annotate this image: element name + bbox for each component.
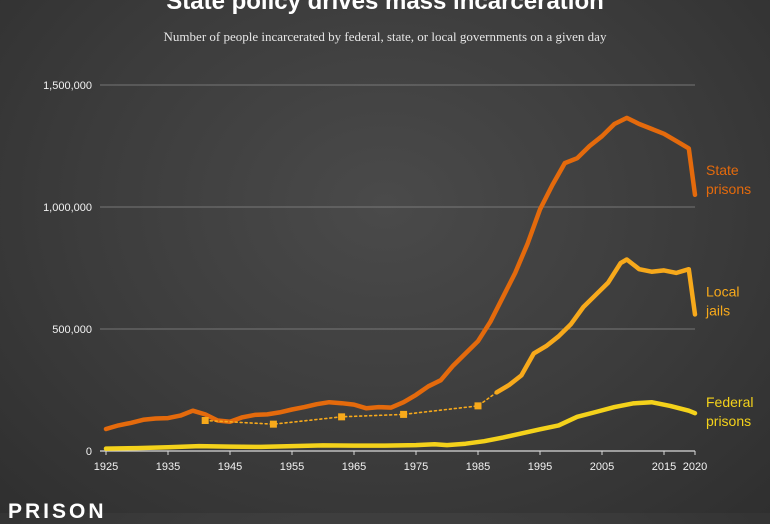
x-tick-label: 2015 [652, 461, 676, 473]
series-lines [103, 115, 698, 451]
x-tick-label: 2005 [590, 461, 614, 473]
x-tick-label: 1935 [156, 461, 180, 473]
y-axis-ticks: 0 500,000 1,000,000 1,500,000 [43, 80, 92, 458]
federal-prisons-label: prisons [706, 413, 751, 429]
federal-prisons-line [103, 399, 698, 451]
local-jails-line [494, 257, 698, 395]
x-tick-label: 1955 [280, 461, 304, 473]
local-jails-label: jails [705, 302, 730, 318]
local-jails-label: Local [706, 283, 739, 299]
x-axis-ticks: 1925 1935 1945 1955 1965 1975 1985 1995 2005 2015… [94, 451, 707, 473]
local-jails-point [474, 402, 482, 410]
local-jails-point [201, 417, 209, 424]
x-tick-label: 1995 [528, 461, 552, 473]
local-jails-point [400, 410, 408, 418]
state-prisons-label: prisons [706, 181, 751, 197]
local-jails-dotted-line [204, 391, 498, 425]
chart-stage: State policy drives mass incarceration N… [43, 0, 754, 473]
brand-logo-text: PRISON [8, 500, 107, 523]
chart-title: State policy drives mass incarceration [166, 0, 604, 15]
x-tick-label: 1965 [342, 461, 366, 473]
chart-subtitle: Number of people incarcerated by federal… [163, 29, 607, 44]
y-tick-label: 1,500,000 [43, 80, 92, 92]
x-tick-label: 1975 [404, 461, 428, 473]
y-tick-label: 500,000 [52, 324, 92, 336]
series-labels: State prisons Local jails Federal prisons [705, 162, 753, 429]
x-tick-label: 1925 [94, 461, 118, 473]
x-tick-label: 1985 [466, 461, 490, 473]
state-prisons-label: State [706, 162, 739, 178]
grid-lines [100, 84, 695, 452]
local-jails-point [338, 413, 346, 421]
y-tick-label: 0 [86, 446, 92, 458]
state-prisons-line [103, 115, 698, 432]
local-jails-point [269, 420, 277, 428]
x-tick-label: 2020 [683, 461, 707, 473]
y-tick-label: 1,000,000 [43, 202, 92, 214]
x-tick-label: 1945 [218, 461, 242, 473]
federal-prisons-label: Federal [706, 394, 753, 410]
